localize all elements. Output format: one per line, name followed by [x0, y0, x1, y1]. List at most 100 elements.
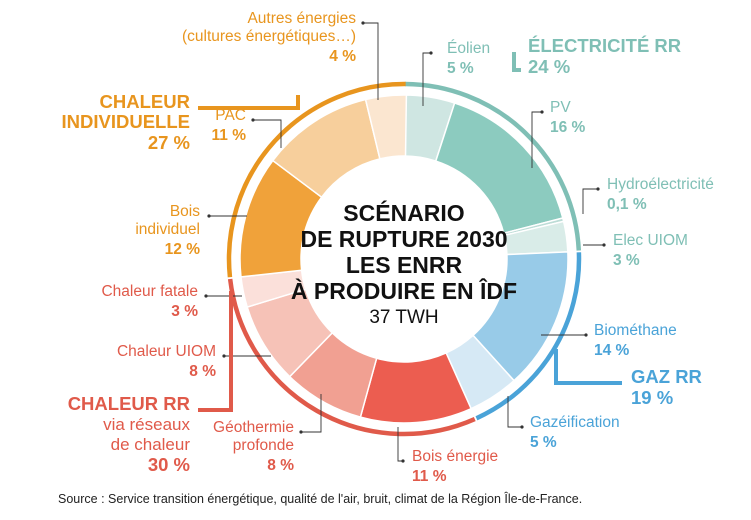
slice-value: 14 % — [594, 342, 630, 359]
slice-label-gazeification: Gazéification 5 % — [530, 414, 620, 451]
slice-name: Hydroélectricité — [607, 176, 714, 193]
slice-label-pv: PV 16 % — [550, 99, 586, 136]
slice-label-bois-energie: Bois énergie 11 % — [412, 448, 498, 485]
group-value: 24 % — [528, 56, 570, 77]
slice-value: 12 % — [165, 241, 201, 258]
slice-label-chaleur-uiom: Chaleur UIOM 8 % — [117, 343, 216, 380]
ring-chaleur_rr — [227, 278, 476, 437]
slice-name: Gazéification — [530, 414, 620, 431]
slice-value: 8 % — [267, 457, 294, 474]
group-label-chaleur_rr: CHALEUR RR via réseaux de chaleur 30 % — [68, 393, 191, 475]
slice-value: 4 % — [329, 48, 356, 65]
ring-gaz — [475, 252, 582, 421]
leader-dot — [596, 187, 600, 191]
slice-labels: Éolien 5 % PV 16 % Hydroélectricité 0,1 % Elec… — [62, 10, 714, 485]
group-label-chaleur_ind: CHALEUR INDIVIDUELLE 27 % — [62, 91, 190, 153]
slice-value: 8 % — [189, 363, 216, 380]
group-value: 19 % — [631, 387, 673, 408]
center-title-line: SCÉNARIO — [343, 199, 464, 226]
center-title-line: DE RUPTURE 2030 — [300, 226, 507, 252]
leader-line — [531, 111, 542, 168]
donut-slices — [239, 94, 569, 424]
slice-label-autres-energies-cultures-energetiques: Autres énergies (cultures énergétiques…) 4… — [182, 10, 356, 65]
slice-name: Chaleur fatale — [101, 283, 198, 300]
slice-value: 5 % — [447, 60, 474, 77]
slice-name: Biométhane — [594, 322, 677, 339]
slice-name: Géothermie — [213, 419, 294, 436]
slice-name: Bois — [170, 203, 200, 220]
group-rings — [226, 81, 582, 437]
slice-name: individuel — [135, 221, 200, 238]
leader-dot — [251, 118, 255, 122]
slice-value: 5 % — [530, 434, 557, 451]
leader-dot — [361, 21, 365, 25]
group-name: de chaleur — [111, 435, 191, 454]
slice-name: Autres énergies — [247, 10, 356, 27]
leader-dot — [584, 333, 588, 337]
group-name: GAZ RR — [631, 366, 702, 387]
center-title-line: LES ENRR — [346, 252, 463, 278]
slice-label-bois-individuel: Bois individuel 12 % — [135, 203, 200, 258]
slice-name: Bois énergie — [412, 448, 498, 465]
group-name: CHALEUR — [100, 91, 190, 112]
slice-label-elec-uiom: Elec UIOM 3 % — [613, 232, 688, 269]
leader-line — [363, 22, 379, 100]
group-name: CHALEUR RR — [68, 393, 190, 414]
leader-dot — [207, 214, 211, 218]
leader-line — [422, 52, 431, 106]
group-connector — [198, 95, 300, 110]
group-connector — [198, 291, 233, 412]
slice-name: profonde — [233, 437, 294, 454]
center-title-line: À PRODUIRE EN ÎDF — [291, 277, 517, 304]
leader-dot — [222, 354, 226, 358]
group-value: 27 % — [148, 132, 190, 153]
slice-value: 11 % — [212, 127, 247, 144]
leader-dot — [540, 110, 544, 114]
slice-label-pac: PAC 11 % — [212, 107, 247, 144]
slice-value: 11 % — [412, 468, 447, 485]
leader-dot — [401, 459, 405, 463]
leader-dot — [520, 425, 524, 429]
group-name: ÉLECTRICITÉ RR — [528, 35, 681, 56]
slice-label-chaleur-fatale: Chaleur fatale 3 % — [101, 283, 198, 320]
slice-label-eolien: Éolien 5 % — [447, 40, 490, 77]
leader-dot — [299, 430, 303, 434]
slice-value: 0,1 % — [607, 196, 647, 213]
slice-name: PAC — [215, 107, 246, 124]
leader-dot — [429, 51, 433, 55]
slice-name: (cultures énergétiques…) — [182, 28, 356, 45]
leader-lines — [198, 21, 622, 463]
group-connector — [512, 52, 521, 72]
group-name: INDIVIDUELLE — [62, 111, 190, 132]
slice-label-biomethane: Biométhane 14 % — [594, 322, 677, 359]
group-name: via réseaux — [103, 415, 190, 434]
group-label-elec: ÉLECTRICITÉ RR 24 % — [528, 35, 681, 77]
slice-name: Chaleur UIOM — [117, 343, 216, 360]
slice-value: 16 % — [550, 119, 586, 136]
center-total: 37 TWH — [369, 307, 438, 328]
group-label-gaz: GAZ RR 19 % — [631, 366, 702, 408]
leader-line — [301, 394, 322, 433]
ring-chaleur_ind — [226, 81, 406, 278]
leader-line — [397, 427, 403, 462]
source-note: Source : Service transition énergétique,… — [58, 492, 583, 506]
slice-value: 3 % — [171, 303, 198, 320]
group-connector — [554, 349, 622, 385]
slice-name: Elec UIOM — [613, 232, 688, 249]
leader-line — [582, 188, 598, 214]
slice-name: PV — [550, 99, 571, 116]
leader-line — [507, 396, 522, 428]
leader-dot — [602, 243, 606, 247]
slice-label-hydroelectricite: Hydroélectricité 0,1 % — [607, 176, 714, 213]
slice-autres-energies-cultures-energetiques — [364, 94, 408, 160]
group-value: 30 % — [148, 454, 190, 475]
leader-line — [253, 119, 282, 148]
leader-dot — [204, 294, 208, 298]
slice-name: Éolien — [447, 40, 490, 57]
slice-label-geothermie-profonde: Géothermie profonde 8 % — [213, 419, 294, 474]
ring-elec — [404, 81, 582, 251]
slice-value: 3 % — [613, 252, 640, 269]
